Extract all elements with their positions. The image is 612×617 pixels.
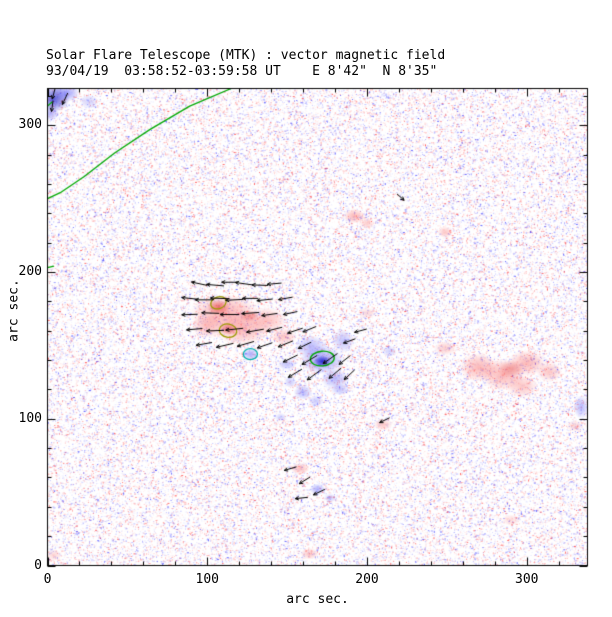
x-tick-label: 300 [515, 572, 539, 587]
y-tick-label: 200 [18, 263, 42, 279]
x-tick-label: 0 [43, 572, 52, 587]
x-tick-label: 100 [195, 572, 219, 587]
y-tick-label: 100 [18, 410, 42, 426]
y-tick-label: 0 [34, 557, 42, 573]
x-tick-label: 200 [355, 572, 379, 587]
plot-title: Solar Flare Telescope (MTK) : vector mag… [46, 48, 446, 63]
x-axis-label: arc sec. [286, 592, 349, 607]
y-axis-label: arc sec. [6, 279, 22, 342]
y-tick-label: 300 [18, 117, 42, 133]
plot-subtitle: 93/04/19 03:58:52-03:59:58 UT E 8'42" N … [46, 64, 438, 79]
